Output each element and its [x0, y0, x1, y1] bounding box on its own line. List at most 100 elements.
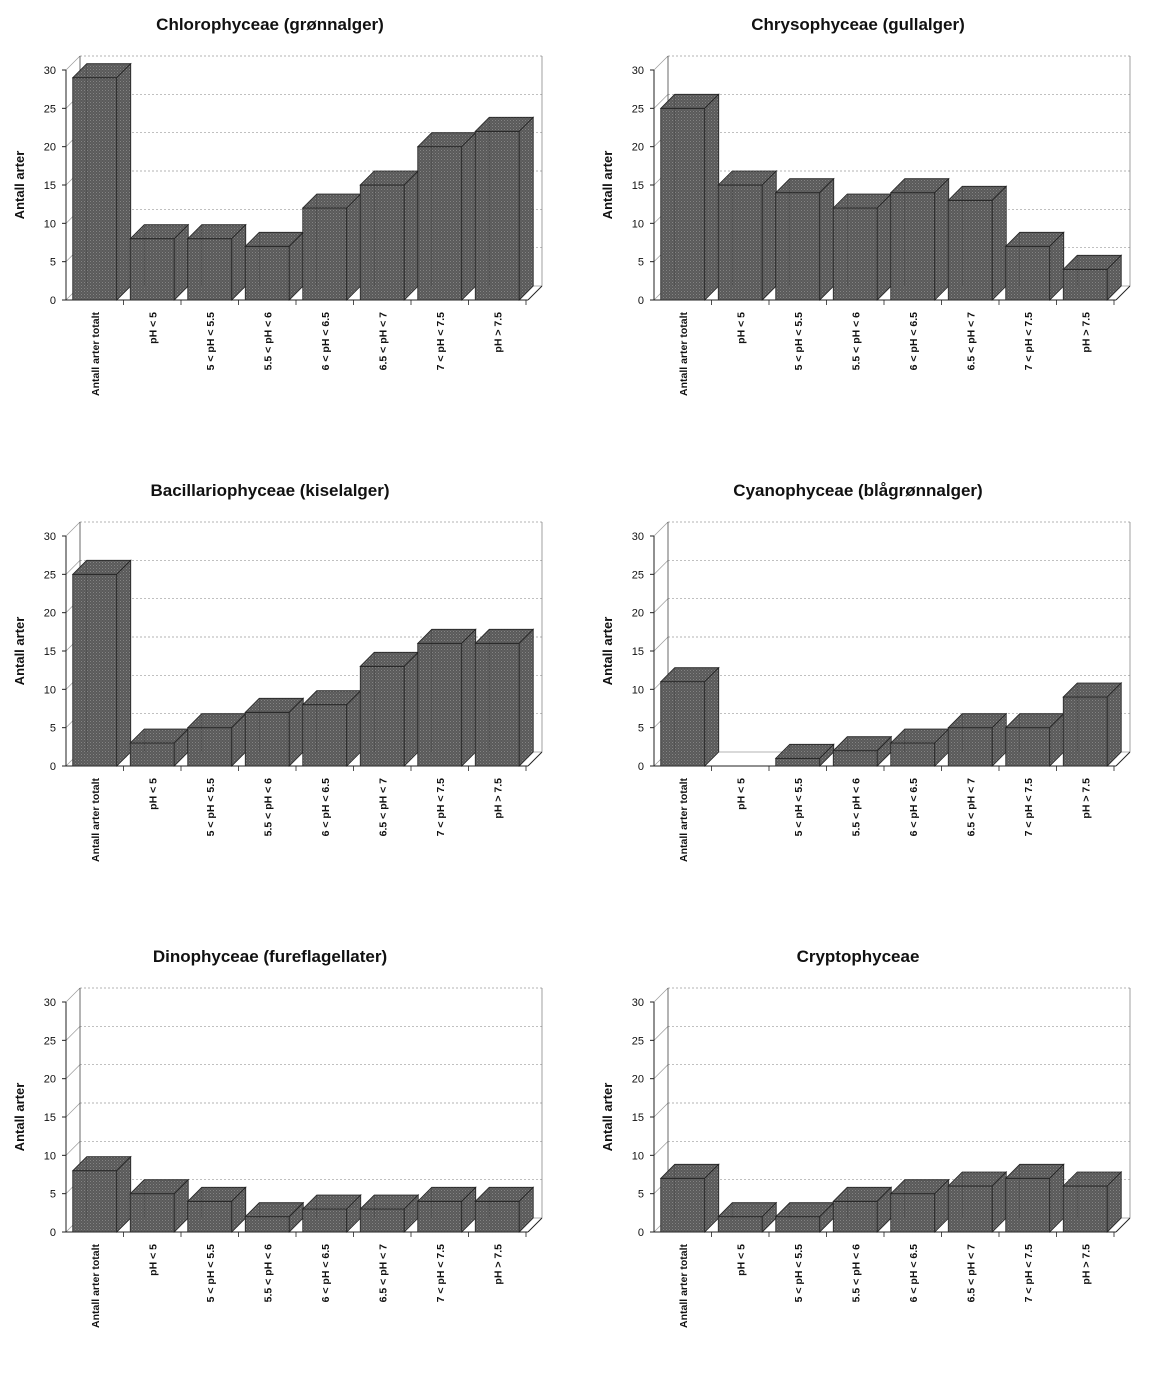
y-tick-label: 5: [638, 257, 644, 269]
y-tick-label: 25: [44, 569, 56, 581]
bar-front: [72, 573, 118, 767]
x-tick-label: pH > 7.5: [492, 1244, 504, 1285]
bar-front: [775, 1216, 821, 1233]
bar: [1062, 1171, 1123, 1233]
bar-front: [660, 681, 706, 767]
bar-front: [129, 1193, 175, 1233]
floor-right-edge: [527, 1217, 543, 1233]
y-tick-label: 15: [632, 646, 644, 658]
gridline-side: [65, 1102, 81, 1118]
bar: [186, 712, 247, 767]
y-tick-label: 30: [632, 531, 644, 543]
bar: [129, 728, 190, 767]
bar-side: [116, 559, 132, 767]
y-tick-label: 20: [632, 142, 644, 154]
y-tick-label: 5: [50, 257, 56, 269]
bar-front: [947, 1185, 993, 1233]
bar-side: [518, 116, 534, 301]
bar: [947, 712, 1008, 767]
bar-side: [518, 628, 534, 767]
y-tick-label: 20: [44, 1074, 56, 1086]
bar-front: [187, 727, 233, 767]
y-tick-label: 5: [638, 723, 644, 735]
bar-front: [187, 1200, 233, 1233]
x-tick-label: 7 < pH < 7.5: [435, 1244, 447, 1303]
x-tick-label: Antall arter totalt: [90, 778, 102, 863]
bar: [474, 1186, 535, 1233]
x-tick-label: Antall arter totalt: [90, 1244, 102, 1329]
x-tick-label: pH < 5: [735, 778, 747, 810]
bar-front: [947, 199, 993, 301]
bar: [1004, 231, 1065, 301]
bar-front: [1062, 696, 1108, 767]
x-tick-label: pH < 5: [735, 1244, 747, 1276]
bar: [244, 697, 305, 767]
bar: [244, 231, 305, 301]
gridline-side: [653, 1026, 669, 1041]
y-tick-label: 15: [44, 180, 56, 192]
bar: [717, 1201, 778, 1233]
y-tick-label: 30: [632, 997, 644, 1009]
gridline-side: [65, 1064, 81, 1079]
bar: [359, 170, 420, 301]
y-tick-label: 15: [44, 646, 56, 658]
bar-side: [403, 170, 419, 301]
bar: [416, 628, 477, 767]
gridline-side: [653, 1064, 669, 1079]
y-axis-label: Antall arter: [600, 617, 615, 686]
y-tick-label: 30: [44, 531, 56, 543]
bar-front: [72, 77, 118, 301]
x-tick-label: 6 < pH < 6.5: [320, 1244, 332, 1303]
chart-cyanophyceae: Cyanophyceae (blågrønnalger) Antall arter…: [588, 466, 1175, 932]
y-tick-label: 25: [44, 103, 56, 115]
bar-front: [187, 238, 233, 301]
chart-svg: Dinophyceae (fureflagellater) Antall arte…: [12, 947, 543, 1329]
gridline-side: [653, 55, 669, 71]
bar: [774, 177, 835, 301]
bar-front: [72, 1170, 118, 1233]
gridline-side: [653, 560, 669, 575]
x-tick-label: 6 < pH < 6.5: [908, 312, 920, 371]
bar-front: [302, 704, 348, 767]
x-tick-label: 6.5 < pH < 7: [965, 1244, 977, 1303]
bar: [186, 1186, 247, 1233]
bar-side: [116, 62, 132, 301]
bar-side: [991, 185, 1007, 301]
y-tick-label: 30: [44, 997, 56, 1009]
bar: [186, 223, 247, 301]
bar: [1062, 254, 1123, 301]
y-tick-label: 10: [632, 684, 644, 696]
bar: [1004, 712, 1065, 767]
y-tick-label: 0: [638, 295, 644, 307]
x-tick-label: pH < 5: [147, 312, 159, 344]
y-tick-label: 20: [44, 608, 56, 620]
x-tick-label: 5.5 < pH < 6: [850, 778, 862, 837]
bar-front: [417, 642, 463, 767]
bar: [301, 689, 362, 767]
x-tick-label: 5 < pH < 5.5: [205, 778, 217, 837]
x-tick-label: Antall arter totalt: [678, 1244, 690, 1329]
bar-front: [244, 1216, 290, 1233]
bar-side: [461, 628, 477, 767]
gridline-side: [653, 987, 669, 1003]
y-tick-label: 30: [632, 65, 644, 77]
bar-side: [461, 131, 477, 301]
floor-right-edge: [1115, 751, 1131, 767]
y-tick-label: 0: [638, 1227, 644, 1239]
chart-title: Dinophyceae (fureflagellater): [153, 947, 387, 966]
chart-dinophyceae: Dinophyceae (fureflagellater) Antall arte…: [0, 932, 587, 1398]
x-tick-label: 7 < pH < 7.5: [1023, 778, 1035, 837]
gridline-side: [653, 521, 669, 537]
chart-svg: Chrysophyceae (gullalger) Antall arter 0 5 1…: [600, 15, 1131, 396]
bar-front: [244, 711, 290, 767]
x-tick-label: 5 < pH < 5.5: [205, 312, 217, 371]
bar: [774, 1201, 835, 1233]
chart-chrysophyceae: Chrysophyceae (gullalger) Antall arter 0 5 1…: [588, 0, 1175, 466]
bar-front: [660, 1177, 706, 1233]
bar: [301, 193, 362, 301]
bar-front: [474, 642, 520, 767]
gridline-side: [653, 1102, 669, 1118]
bar: [244, 1201, 305, 1233]
floor-right-edge: [1115, 1217, 1131, 1233]
